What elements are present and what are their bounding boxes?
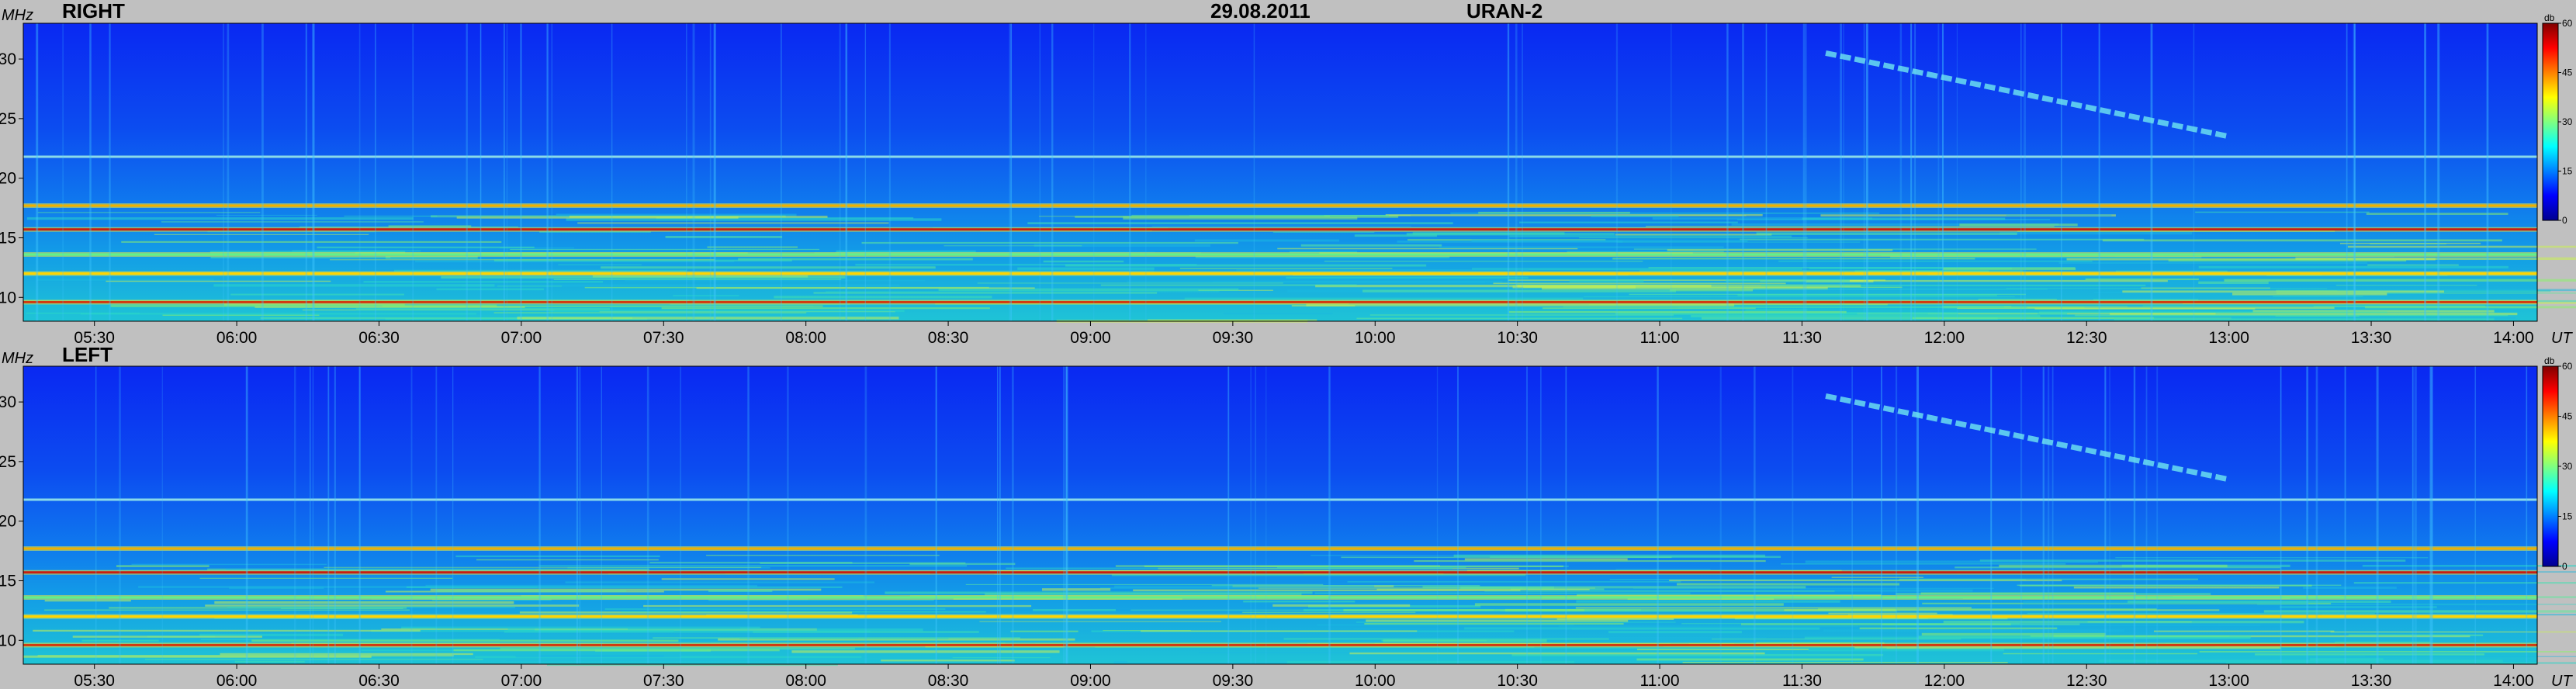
y-tick-label: 15 — [0, 229, 16, 247]
spectrogram-background — [23, 23, 2537, 321]
x-tick-label: 11:00 — [1640, 672, 1680, 689]
colorbar-tick-label: 60 — [2562, 361, 2573, 372]
y-unit-label: MHz — [2, 350, 33, 367]
band-line — [23, 596, 2537, 599]
colorbar-tick-label: 30 — [2562, 461, 2573, 472]
vertical-spikes — [95, 366, 2528, 664]
colorbar-tick-label: 60 — [2562, 18, 2573, 29]
x-tick-label: 07:30 — [643, 329, 684, 347]
y-tick-label: 15 — [0, 572, 16, 590]
x-tick-label: 10:30 — [1497, 672, 1538, 689]
vertical-spikes — [36, 23, 2489, 321]
colorbar-tick-label: 0 — [2562, 215, 2567, 226]
interference-bands — [23, 203, 2537, 305]
band-line — [23, 643, 2537, 646]
y-tick-label: 20 — [0, 513, 16, 531]
band-line — [23, 228, 2537, 231]
colorbar: db 0 15 30 45 60 — [2542, 355, 2573, 572]
x-tick-label: 08:30 — [928, 672, 969, 689]
y-tick-label: 25 — [0, 110, 16, 128]
x-tick-label: 10:30 — [1497, 329, 1538, 347]
band-line — [23, 253, 2537, 256]
y-tick-label: 25 — [0, 453, 16, 471]
colorbar-tick-label: 15 — [2562, 511, 2573, 522]
plot-frame — [23, 23, 2538, 322]
x-tick-label: 06:00 — [216, 329, 258, 347]
x-tick-label: 06:00 — [216, 672, 258, 689]
x-tick-label: 09:00 — [1070, 672, 1111, 689]
x-tick-label: 12:30 — [2066, 329, 2107, 347]
instrument-label: URAN-2 — [1466, 0, 1542, 23]
y-tick-label: 10 — [0, 289, 16, 306]
x-tick-label: 08:00 — [785, 672, 826, 689]
x-tick-label: 07:30 — [643, 672, 684, 689]
colorbar-scale — [2542, 23, 2559, 221]
x-tick-label: 13:30 — [2351, 672, 2392, 689]
x-tick-label: 11:30 — [1782, 672, 1822, 689]
x-tick-label: 12:00 — [1924, 329, 1965, 347]
x-tick-label: 14:00 — [2493, 329, 2534, 347]
x-tick-label: 07:00 — [501, 329, 542, 347]
drift-burst — [1825, 393, 2230, 483]
colorbar-tick-label: 30 — [2562, 116, 2573, 127]
colorbar: db 0 15 30 45 60 — [2542, 12, 2573, 226]
interference-bands — [23, 546, 2537, 648]
colorbar-scale — [2542, 365, 2559, 567]
date-label: 29.08.2011 — [1210, 0, 1311, 23]
x-tick-label: 05:30 — [74, 329, 115, 347]
x-tick-label: 11:00 — [1640, 329, 1680, 347]
x-tick-label: 11:30 — [1782, 329, 1822, 347]
y-tick-label: 10 — [0, 632, 16, 649]
panel-right: RIGHT MHz 10 15 20 25 30 05:30 06:00 06:30 07:00 07… — [0, 0, 2576, 347]
x-unit-label: UT — [2551, 673, 2573, 689]
colorbar-tick-label: 15 — [2562, 166, 2573, 177]
panel-left: LEFT MHz 10 15 20 25 30 05:30 06:00 06:30 07:00 07:… — [0, 343, 2576, 689]
x-tick-label: 10:00 — [1355, 672, 1396, 689]
plot-frame — [23, 365, 2538, 665]
band-line — [23, 547, 2537, 550]
colorbar-tick-label: 0 — [2562, 561, 2567, 572]
band-line — [23, 300, 2537, 303]
x-tick-label: 14:00 — [2493, 672, 2534, 689]
x-tick-label: 12:30 — [2066, 672, 2107, 689]
x-tick-label: 07:00 — [501, 672, 542, 689]
spectrogram-background — [23, 366, 2537, 664]
y-unit-label: MHz — [2, 7, 33, 24]
band-line — [23, 571, 2537, 574]
panel-title: LEFT — [62, 343, 113, 366]
x-tick-label: 09:30 — [1213, 329, 1254, 347]
x-tick-label: 09:00 — [1070, 329, 1111, 347]
x-tick-label: 06:30 — [358, 329, 400, 347]
band-line — [23, 204, 2537, 207]
x-tick-label: 06:30 — [358, 672, 400, 689]
panel-title: RIGHT — [62, 0, 125, 23]
band-line — [23, 615, 2537, 618]
x-unit-label: UT — [2551, 330, 2573, 347]
x-tick-label: 13:00 — [2208, 329, 2249, 347]
y-tick-label: 20 — [0, 170, 16, 188]
colorbar-tick-label: 45 — [2562, 68, 2573, 78]
x-tick-label: 08:00 — [785, 329, 826, 347]
colorbar-tick-label: 45 — [2562, 411, 2573, 422]
x-tick-label: 08:30 — [928, 329, 969, 347]
y-tick-label: 30 — [0, 393, 16, 411]
y-tick-label: 30 — [0, 50, 16, 68]
x-tick-label: 12:00 — [1924, 672, 1965, 689]
x-tick-label: 13:00 — [2208, 672, 2249, 689]
colorbar-unit: db — [2544, 12, 2555, 23]
colorbar-unit: db — [2544, 355, 2555, 366]
x-tick-label: 05:30 — [74, 672, 115, 689]
x-tick-label: 10:00 — [1355, 329, 1396, 347]
drift-burst — [1825, 50, 2230, 140]
noise-texture — [23, 211, 2576, 323]
x-tick-label: 09:30 — [1213, 672, 1254, 689]
x-tick-label: 13:30 — [2351, 329, 2392, 347]
band-line — [23, 272, 2537, 275]
